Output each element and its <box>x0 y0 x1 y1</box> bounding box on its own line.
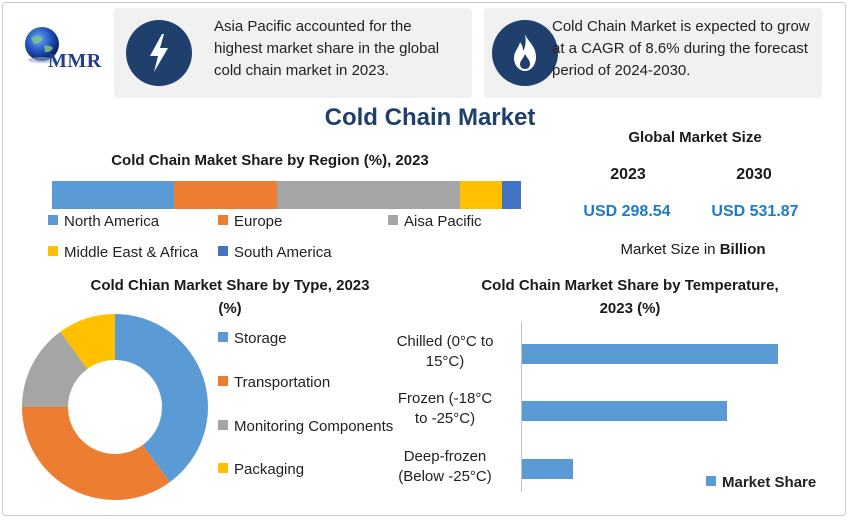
category-label-line: (Below -25°C) <box>390 467 500 487</box>
legend-swatch <box>48 246 58 256</box>
category-label-line: Frozen (-18°C <box>390 389 500 409</box>
legend-swatch <box>218 246 228 256</box>
temperature-category-label: Deep-frozen (Below -25°C) <box>390 447 500 487</box>
temperature-category-label: Chilled (0°C to 15°C) <box>390 332 500 372</box>
global-market-size-title: Global Market Size <box>590 129 800 146</box>
type-legend-item-packaging: Packaging <box>218 461 304 478</box>
temperature-bar <box>522 459 573 479</box>
legend-label: Packaging <box>234 461 304 478</box>
market-size-unit: Market Size in Billion <box>588 241 798 258</box>
year-2030: 2030 <box>704 166 804 184</box>
main-title: Cold Chain Market <box>280 104 580 132</box>
region-chart-title: Cold Chain Maket Share by Region (%), 20… <box>60 152 480 169</box>
region-stacked-bar <box>52 181 521 209</box>
info-box-asia-pacific: Asia Pacific accounted for the highest m… <box>114 8 472 98</box>
temperature-bar-chart: Chilled (0°C to 15°C) Frozen (-18°C to -25°… <box>400 322 830 502</box>
temperature-bar <box>522 344 778 364</box>
info-text-cagr: Cold Chain Market is expected to grow at… <box>552 16 820 82</box>
legend-label: Aisa Pacific <box>404 213 482 230</box>
logo-text: MMR <box>48 50 102 73</box>
market-share-legend: Market Share <box>706 474 816 491</box>
type-chart-title: Cold Chian Market Share by Type, 2023 <box>40 277 420 294</box>
region-bar-segment-middle-east-africa <box>460 181 502 209</box>
type-legend-item-monitoring-components: Monitoring Components <box>218 418 393 435</box>
info-box-cagr: Cold Chain Market is expected to grow at… <box>484 8 822 98</box>
legend-item-aisa-pacific: Aisa Pacific <box>388 213 482 230</box>
legend-swatch <box>218 332 228 342</box>
legend-label: Middle East & Africa <box>64 244 198 261</box>
legend-item-europe: Europe <box>218 213 282 230</box>
legend-swatch <box>218 215 228 225</box>
region-bar-segment-south-america <box>502 181 521 209</box>
type-donut-chart <box>20 312 210 502</box>
legend-swatch <box>218 376 228 386</box>
legend-swatch <box>218 463 228 473</box>
market-value-2023: USD 298.54 <box>562 203 692 221</box>
lightning-icon <box>126 20 192 86</box>
category-label-line: Chilled (0°C to <box>390 332 500 352</box>
temperature-category-label: Frozen (-18°C to -25°C) <box>390 389 500 429</box>
donut-slice-transportation <box>22 407 170 500</box>
legend-item-middle-east-africa: Middle East & Africa <box>48 244 198 261</box>
region-bar-segment-aisa-pacific <box>277 181 460 209</box>
legend-label: Market Share <box>722 474 816 491</box>
market-value-2030: USD 531.87 <box>690 203 820 221</box>
category-label-line: 15°C) <box>390 352 500 372</box>
type-legend-item-transportation: Transportation <box>218 374 330 391</box>
legend-swatch <box>48 215 58 225</box>
year-2023: 2023 <box>578 166 678 184</box>
info-text-asia-pacific: Asia Pacific accounted for the highest m… <box>214 16 464 82</box>
temperature-chart-title-line2: 2023 (%) <box>440 300 820 317</box>
legend-swatch <box>388 215 398 225</box>
legend-label: Europe <box>234 213 282 230</box>
flame-icon <box>492 20 558 86</box>
unit-prefix: Market Size in <box>620 241 719 258</box>
legend-label: South America <box>234 244 332 261</box>
legend-swatch <box>218 420 228 430</box>
legend-label: Monitoring Components <box>234 418 393 435</box>
legend-item-north-america: North America <box>48 213 159 230</box>
temperature-bar <box>522 401 727 421</box>
legend-item-south-america: South America <box>218 244 332 261</box>
legend-label: Transportation <box>234 374 330 391</box>
region-bar-segment-europe <box>174 181 277 209</box>
region-bar-segment-north-america <box>52 181 174 209</box>
type-legend-item-storage: Storage <box>218 330 287 347</box>
legend-label: Storage <box>234 330 287 347</box>
category-label-line: Deep-frozen <box>390 447 500 467</box>
category-label-line: to -25°C) <box>390 409 500 429</box>
legend-label: North America <box>64 213 159 230</box>
temperature-chart-title: Cold Chain Market Share by Temperature, <box>440 277 820 294</box>
unit-bold: Billion <box>720 241 766 258</box>
legend-swatch <box>706 476 716 486</box>
